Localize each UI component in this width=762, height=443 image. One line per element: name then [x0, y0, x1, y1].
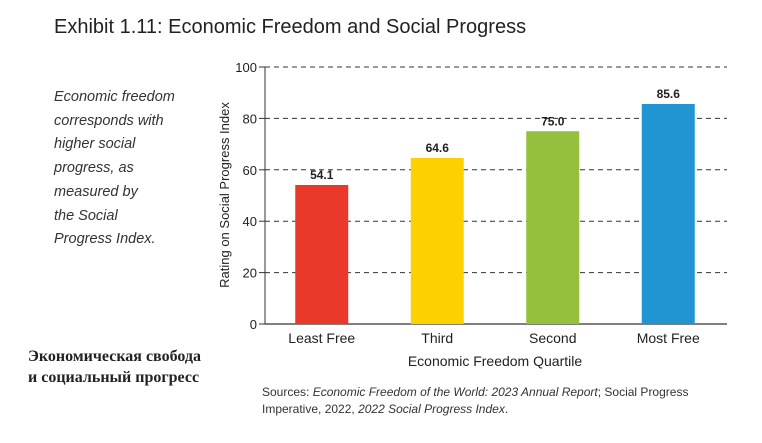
x-axis-title: Economic Freedom Quartile: [408, 353, 583, 369]
sources-index-title: 2022 Social Progress Index: [358, 402, 505, 416]
y-tick-label: 60: [243, 163, 257, 178]
side-note-line: corresponds with: [54, 112, 164, 129]
sources-middle: ; Social Progress Imperative, 2022,: [262, 385, 689, 416]
y-axis-title: Rating on Social Progress Index: [217, 102, 232, 288]
labels-layer: 54.1 Least Free 64.6 Third 75.0 Second 85.6 Mos…: [288, 87, 700, 346]
sources-prefix: Sources:: [262, 385, 313, 399]
y-tick-label: 40: [243, 214, 257, 229]
x-tick-label: Most Free: [637, 330, 700, 346]
side-note-line: progress, as: [54, 160, 134, 177]
sources-report-title: Economic Freedom of the World: 2023 Annu…: [312, 385, 598, 399]
bar-value-label: 54.1: [310, 168, 334, 182]
bars-layer: [295, 104, 695, 325]
y-tick-label: 80: [243, 111, 257, 126]
y-tick-label: 100: [235, 60, 257, 75]
x-tick-label: Least Free: [288, 330, 355, 346]
chart-title: Exhibit 1.11: Economic Freedom and Socia…: [54, 16, 527, 38]
bar-value-label: 85.6: [657, 87, 681, 101]
side-note-line: the Social: [54, 207, 118, 224]
side-note-line: Economic freedom: [54, 89, 175, 105]
russian-caption-line: и социальный прогресс: [28, 369, 200, 386]
russian-caption-line: Экономическая свобода: [28, 348, 201, 365]
x-tick-label: Second: [529, 330, 576, 346]
side-note-line: Progress Index.: [54, 231, 156, 248]
side-note-line: measured by: [54, 183, 138, 200]
bar: [526, 131, 580, 324]
x-tick-label: Third: [421, 330, 453, 346]
bar: [410, 157, 464, 324]
bar: [295, 184, 349, 324]
side-note: Economic freedom corresponds with higher…: [54, 86, 204, 252]
bar-value-label: 75.0: [541, 114, 565, 128]
sources-note: Sources: Economic Freedom of the World: …: [262, 384, 742, 418]
side-note-line: higher social: [54, 136, 136, 153]
sources-suffix: .: [504, 402, 509, 416]
bar-value-label: 64.6: [426, 141, 450, 155]
y-tick-label: 0: [250, 317, 257, 332]
y-tick-label: 20: [243, 266, 257, 281]
bar: [641, 104, 695, 325]
russian-caption: Экономическая свобода и социальный прогр…: [28, 346, 243, 388]
